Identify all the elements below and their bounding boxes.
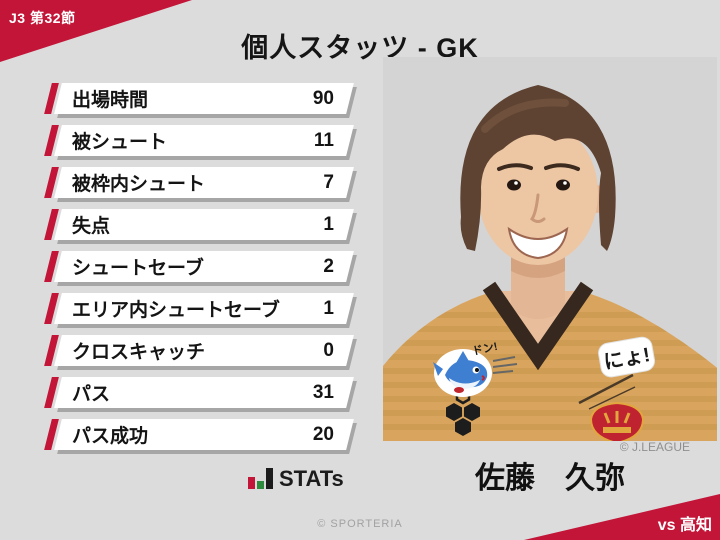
stat-label: パス成功 — [72, 426, 149, 447]
club-crest-icon — [589, 401, 645, 441]
stat-label: 失点 — [72, 216, 111, 237]
stat-value: 1 — [323, 297, 334, 319]
stat-row: 被枠内シュート 7 — [44, 167, 354, 198]
collar — [482, 281, 594, 371]
stat-value: 20 — [312, 423, 334, 445]
bar-chart-icon-black-bar — [266, 468, 273, 489]
stats-logo: STATs — [248, 466, 344, 491]
stats-logo-text: STATs — [279, 466, 344, 491]
stat-value: 90 — [312, 87, 334, 109]
bar-chart-icon-green-bar — [257, 481, 264, 489]
stat-row: 出場時間 90 — [44, 83, 354, 114]
patch-left-text: ドン! — [471, 340, 499, 358]
stat-value: 31 — [312, 381, 334, 403]
stat-label: パス — [72, 384, 111, 405]
stat-label: 被枠内シュート — [72, 174, 206, 195]
stat-label: 出場時間 — [72, 90, 149, 111]
matchday-badge: J3 第32節 — [9, 10, 76, 26]
player-name: 佐藤 久弥 — [475, 462, 625, 495]
stat-value: 0 — [323, 339, 334, 361]
stat-row: 被シュート 11 — [44, 125, 354, 156]
stat-label: シュートセーブ — [72, 258, 204, 279]
stat-label: クロスキャッチ — [72, 342, 206, 363]
hexagon-sponsor-icon — [446, 387, 480, 436]
stat-value: 1 — [323, 213, 334, 235]
shark-mascot-icon: ドン! — [433, 340, 518, 397]
bar-chart-icon — [248, 468, 273, 489]
hair — [460, 85, 616, 251]
photo-credit: © J.LEAGUE — [619, 440, 690, 454]
player-photo: ドン! にょ! — [383, 57, 717, 441]
site-credit: © SPORTERIA — [317, 518, 403, 530]
player-photo-illustration: ドン! にょ! — [383, 57, 717, 441]
stat-label: 被シュート — [72, 132, 168, 153]
stat-value: 7 — [323, 171, 334, 193]
speech-bubble-icon: にょ! — [578, 336, 655, 410]
bar-chart-icon-red-bar — [248, 477, 255, 489]
stat-row: 失点 1 — [44, 209, 354, 240]
stat-row: パス成功 20 — [44, 419, 354, 450]
stat-value: 2 — [323, 255, 334, 277]
stat-row: シュートセーブ 2 — [44, 251, 354, 282]
stat-row: クロスキャッチ 0 — [44, 335, 354, 366]
opponent-label: vs 高知 — [657, 517, 712, 534]
facial-features — [497, 163, 580, 260]
stat-row: パス 31 — [44, 377, 354, 408]
stats-list: 出場時間 90 被シュート 11 被枠内シュート 7 失点 1 シュートセーブ … — [44, 83, 354, 461]
stat-row: エリア内シュートセーブ 1 — [44, 293, 354, 324]
stat-label: エリア内シュートセーブ — [72, 300, 280, 321]
stat-value: 11 — [313, 129, 334, 151]
